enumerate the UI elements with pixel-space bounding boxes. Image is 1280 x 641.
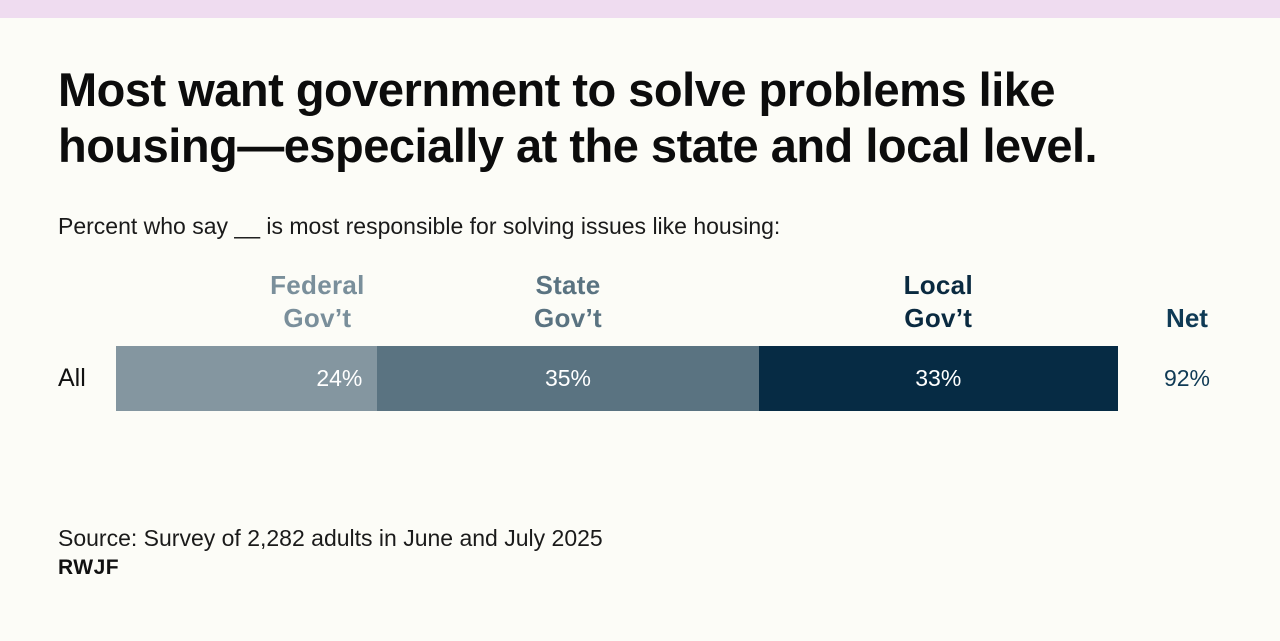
legend-federal-line-2: Gov’t <box>283 303 352 333</box>
top-accent-band <box>0 0 1280 18</box>
legend-local-line-1: Local <box>903 270 973 300</box>
legend-state-header: State Gov’t <box>488 269 648 335</box>
row-label-all: All <box>58 364 86 392</box>
chart-title: Most want government to solve problems l… <box>58 63 1098 172</box>
legend-state-line-1: State <box>535 270 601 300</box>
source-note: Source: Survey of 2,282 adults in June a… <box>58 525 603 551</box>
stacked-bar <box>116 346 1118 411</box>
legend-local-line-2: Gov’t <box>904 303 973 333</box>
bar-segment-local <box>758 346 1118 411</box>
legend-state-line-2: Gov’t <box>534 303 602 333</box>
legend-federal-header: Federal Gov’t <box>237 269 397 335</box>
data-label-local: 33% <box>915 365 962 391</box>
bar-segment-federal <box>116 346 378 411</box>
chart-subtitle: Percent who say __ is most responsible f… <box>58 213 781 239</box>
data-label-federal: 24% <box>316 365 363 391</box>
net-header: Net <box>1166 303 1208 333</box>
brand-logo-text: RWJF <box>58 556 120 579</box>
legend-local-header: Local Gov’t <box>858 269 1018 335</box>
legend-federal-line-1: Federal <box>270 270 365 300</box>
data-label-state: 35% <box>544 365 591 391</box>
net-value-all: 92% <box>1163 365 1211 391</box>
bar-segment-state <box>377 346 759 411</box>
